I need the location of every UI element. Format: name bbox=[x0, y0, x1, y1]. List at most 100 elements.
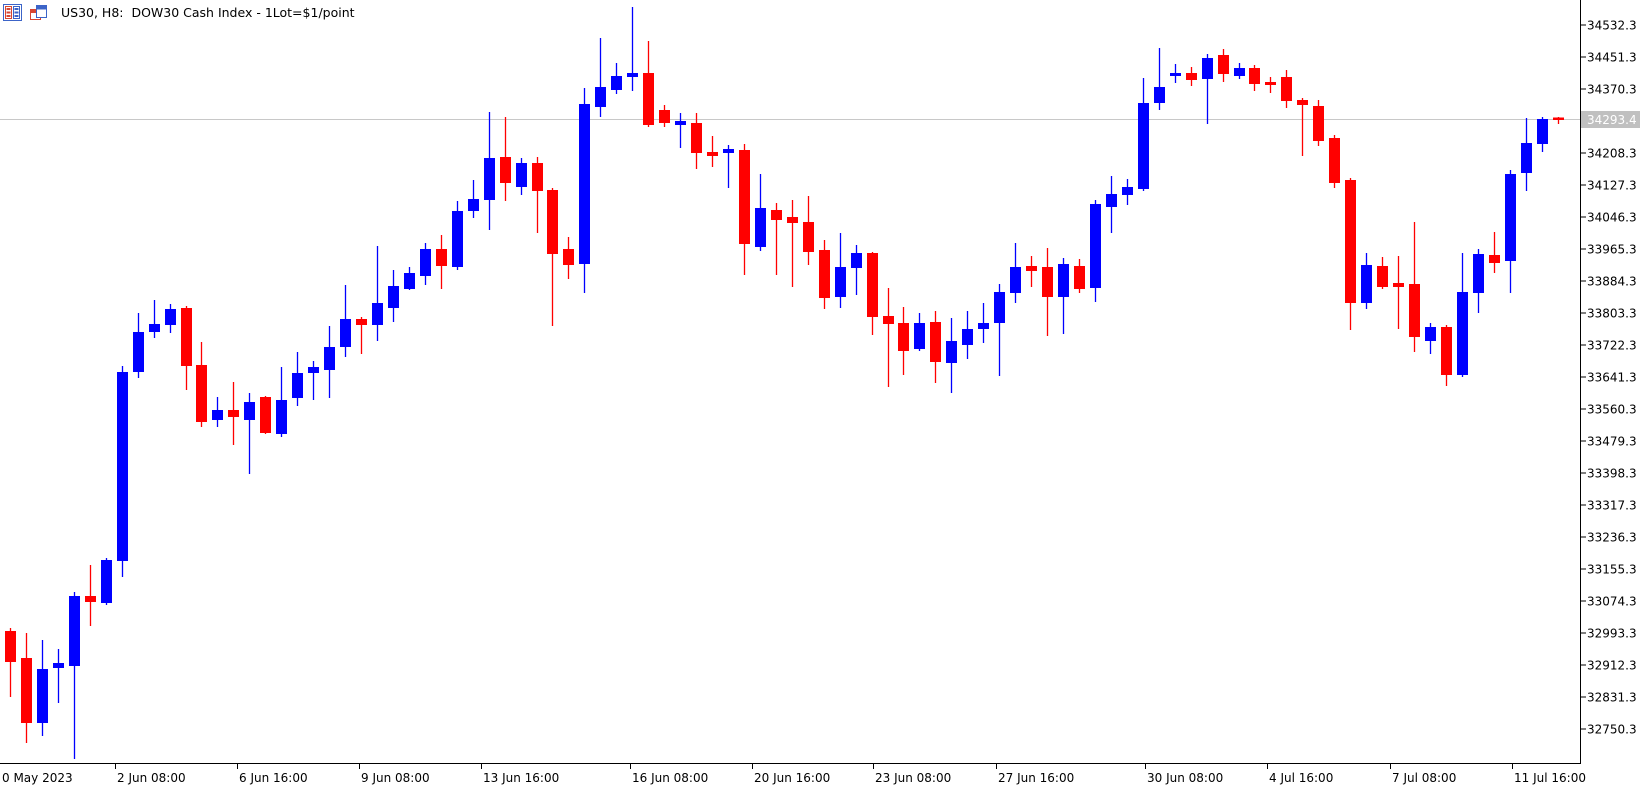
price-tick-label: 34046.3 bbox=[1587, 211, 1637, 225]
time-tick-label: 23 Jun 08:00 bbox=[875, 771, 951, 785]
candle-body bbox=[1329, 138, 1340, 183]
candle-body bbox=[1186, 73, 1197, 80]
candle-body bbox=[1249, 68, 1260, 84]
candle-body bbox=[1297, 100, 1308, 105]
candle-body bbox=[308, 367, 319, 373]
bid-price-badge-text: 34293.4 bbox=[1587, 113, 1637, 127]
candle bbox=[739, 144, 750, 275]
candle-body bbox=[1553, 117, 1564, 121]
plot-area[interactable] bbox=[5, 7, 1564, 759]
candle bbox=[755, 174, 766, 251]
candle bbox=[1186, 67, 1197, 86]
candle-body bbox=[500, 157, 511, 183]
time-tick-label: 7 Jul 08:00 bbox=[1392, 771, 1456, 785]
candle-body bbox=[212, 410, 223, 420]
candle-body bbox=[1361, 265, 1372, 303]
candle bbox=[1425, 323, 1436, 354]
candle-body bbox=[372, 303, 383, 325]
candle bbox=[1202, 54, 1213, 124]
time-tick-label: 16 Jun 08:00 bbox=[632, 771, 708, 785]
candle-body bbox=[484, 158, 495, 200]
candle bbox=[547, 188, 558, 326]
candle-body bbox=[1377, 266, 1388, 287]
candle bbox=[819, 240, 830, 309]
candle-body bbox=[1170, 73, 1181, 76]
candle bbox=[1218, 49, 1229, 82]
candle bbox=[308, 361, 319, 400]
candle-body bbox=[1473, 254, 1484, 293]
candle-body bbox=[851, 253, 862, 268]
candle bbox=[5, 628, 16, 697]
candle-body bbox=[1058, 264, 1069, 297]
candle-body bbox=[675, 121, 686, 125]
candle-body bbox=[1154, 87, 1165, 103]
candle bbox=[1265, 77, 1276, 93]
candle bbox=[404, 267, 415, 290]
candle bbox=[101, 558, 112, 605]
candle bbox=[165, 304, 176, 333]
candle-body bbox=[1457, 292, 1468, 375]
candle bbox=[1489, 232, 1500, 273]
candle bbox=[835, 233, 846, 308]
candle bbox=[787, 200, 798, 287]
candle-body bbox=[516, 163, 527, 187]
candle-body bbox=[1313, 106, 1324, 141]
cascade-windows-icon bbox=[30, 4, 47, 20]
candle-body bbox=[1345, 180, 1356, 303]
candle-body bbox=[978, 323, 989, 329]
price-tick-label: 32750.3 bbox=[1587, 723, 1637, 737]
candle bbox=[707, 136, 718, 167]
candle bbox=[867, 252, 878, 335]
candle bbox=[1505, 170, 1516, 293]
price-tick-label: 33884.3 bbox=[1587, 275, 1637, 289]
time-scale[interactable]: 0 May 2023 2 Jun 08:00 6 Jun 16:00 9 Jun 08… bbox=[2, 763, 1586, 785]
candle-body bbox=[1265, 82, 1276, 85]
price-scale[interactable]: 34532.3 34451.3 34370.3 34208.3 34127.3 34046… bbox=[1580, 19, 1640, 737]
candle-body bbox=[532, 163, 543, 191]
candle bbox=[212, 397, 223, 427]
price-tick-label: 33560.3 bbox=[1587, 403, 1637, 417]
time-tick-label: 6 Jun 16:00 bbox=[239, 771, 308, 785]
candle-body bbox=[1409, 284, 1420, 337]
candle bbox=[1313, 100, 1324, 146]
candle bbox=[579, 88, 590, 293]
bid-price-badge bbox=[1581, 111, 1640, 128]
candle bbox=[1297, 98, 1308, 156]
candle-body bbox=[835, 267, 846, 297]
candle-body bbox=[930, 322, 941, 362]
candle-body bbox=[356, 319, 367, 325]
candle-body bbox=[803, 222, 814, 252]
candle-body bbox=[787, 217, 798, 223]
candle bbox=[1154, 48, 1165, 110]
candle-body bbox=[994, 292, 1005, 323]
price-tick-label: 34127.3 bbox=[1587, 179, 1637, 193]
candle-body bbox=[149, 324, 160, 332]
price-tick-label: 32993.3 bbox=[1587, 627, 1637, 641]
candle bbox=[372, 246, 383, 341]
candle bbox=[1122, 179, 1133, 205]
time-tick-label: 30 Jun 08:00 bbox=[1147, 771, 1223, 785]
candle-body bbox=[5, 631, 16, 662]
candle bbox=[1090, 200, 1101, 302]
candle bbox=[1377, 257, 1388, 289]
price-tick-label: 34370.3 bbox=[1587, 83, 1637, 97]
candle-body bbox=[117, 372, 128, 561]
candle bbox=[260, 396, 271, 434]
candle bbox=[1345, 178, 1356, 330]
price-tick-label: 32912.3 bbox=[1587, 659, 1637, 673]
candle-body bbox=[1393, 283, 1404, 287]
price-tick-label: 33965.3 bbox=[1587, 243, 1637, 257]
candle bbox=[627, 7, 638, 91]
candle-body bbox=[1010, 267, 1021, 293]
candle-body bbox=[181, 308, 192, 366]
candle bbox=[851, 245, 862, 295]
price-tick-label: 33722.3 bbox=[1587, 339, 1637, 353]
candle bbox=[691, 113, 702, 169]
candle bbox=[1537, 117, 1548, 152]
candle bbox=[149, 300, 160, 338]
candle bbox=[133, 313, 144, 378]
candle-body bbox=[946, 341, 957, 363]
candle-body bbox=[627, 73, 638, 77]
candle-body bbox=[643, 73, 654, 125]
